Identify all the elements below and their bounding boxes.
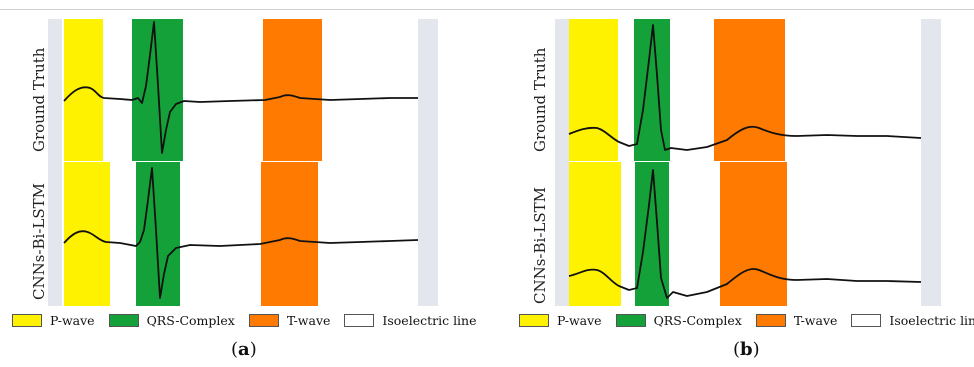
legend-label: T-wave: [286, 312, 331, 328]
legend-label: T-wave: [793, 312, 838, 328]
isoelectric-edge-right: [418, 19, 438, 306]
p-wave-swatch: [12, 313, 42, 327]
legend-item-p-wave: P-wave: [12, 313, 95, 328]
legend-item-qrs: QRS-Complex: [108, 312, 235, 328]
row-label-ground-truth: Ground Truth: [531, 47, 549, 152]
row-label-cnns-bilstm: CNNs-Bi-LSTM: [531, 187, 549, 304]
isoelectric-edge-left: [48, 19, 62, 306]
legend-item-p-wave: P-wave: [519, 313, 602, 328]
p-wave-swatch: [519, 313, 549, 327]
t-wave-band-predicted: [720, 162, 787, 306]
legend-item-isoelectric: Isoelectric line: [851, 313, 974, 328]
panel-a: Ground Truth CNNs-Bi-LSTM: [30, 19, 438, 306]
legend-label: Isoelectric line: [382, 312, 477, 328]
ecg-trace-ground-truth: [568, 24, 922, 151]
t-wave-band-predicted: [261, 162, 318, 306]
legend-item-t-wave: T-wave: [755, 312, 838, 328]
legend-label: P-wave: [50, 312, 95, 328]
legend-label: P-wave: [557, 312, 602, 328]
qrs-swatch: [615, 313, 646, 327]
t-wave-band-ground-truth: [263, 19, 322, 161]
legend-item-qrs: QRS-Complex: [615, 312, 742, 328]
legend-item-t-wave: T-wave: [248, 312, 331, 328]
isoelectric-swatch: [344, 313, 375, 327]
caption-b: (b): [733, 339, 760, 360]
row-label-ground-truth: Ground Truth: [30, 47, 48, 152]
isoelectric-edge-right: [921, 19, 941, 306]
caption-a: (a): [231, 339, 257, 360]
legend-label: QRS-Complex: [146, 312, 235, 328]
caption-letter: b: [740, 339, 753, 360]
legend-item-isoelectric: Isoelectric line: [344, 312, 477, 328]
ecg-trace-predicted: [568, 169, 922, 299]
p-wave-band-ground-truth: [64, 19, 103, 161]
t-wave-band-ground-truth: [714, 19, 785, 161]
top-divider: [0, 9, 974, 10]
caption-letter: a: [238, 339, 250, 360]
legend-label: Isoelectric line: [889, 312, 974, 328]
qrs-swatch: [108, 313, 139, 327]
p-wave-band-predicted: [569, 162, 621, 306]
row-label-cnns-bilstm: CNNs-Bi-LSTM: [30, 183, 48, 300]
p-wave-band-predicted: [64, 162, 110, 306]
ecg-trace-predicted: [63, 167, 419, 299]
qrs-band-ground-truth: [634, 19, 670, 161]
legend-b: P-wave QRS-Complex T-wave Isoelectric li…: [519, 311, 974, 329]
t-wave-swatch: [248, 313, 279, 327]
t-wave-swatch: [755, 313, 786, 327]
panel-b: Ground Truth CNNs-Bi-LSTM: [531, 19, 941, 306]
legend-label: QRS-Complex: [653, 312, 742, 328]
legend-a: P-wave QRS-Complex T-wave Isoelectric li…: [12, 311, 491, 329]
isoelectric-swatch: [851, 313, 882, 327]
isoelectric-edge-left: [555, 19, 569, 306]
ecg-trace-ground-truth: [63, 21, 418, 154]
p-wave-band-ground-truth: [569, 19, 618, 161]
